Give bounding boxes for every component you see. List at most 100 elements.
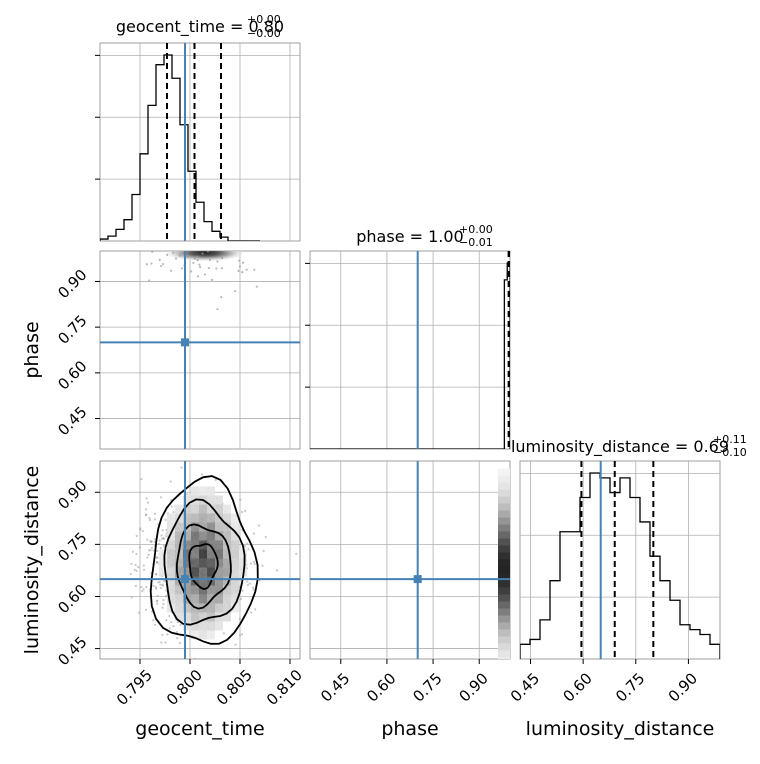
sample-point <box>239 498 242 501</box>
density-cell <box>239 558 247 568</box>
density-cell <box>199 630 207 640</box>
density-cell <box>223 513 231 523</box>
sample-point <box>147 549 151 552</box>
grid <box>310 251 510 449</box>
density-cell <box>183 549 191 559</box>
sample-point <box>162 602 165 606</box>
sample-point <box>252 560 256 563</box>
sample-point <box>245 268 248 271</box>
geocent-x-ticks: 0.795 0.800 0.805 0.810 <box>113 659 306 709</box>
sample-point <box>208 258 212 262</box>
density-cell <box>159 558 167 568</box>
sample-point <box>220 267 223 270</box>
density-cell <box>223 612 231 622</box>
density-cell <box>191 585 199 595</box>
density-cell <box>167 585 175 595</box>
density-cell <box>223 549 231 559</box>
density-cell <box>183 612 191 622</box>
posterior-samples <box>145 251 258 311</box>
sample-point <box>254 608 257 611</box>
density-cell <box>191 558 199 568</box>
density-cell <box>207 531 215 541</box>
sample-point <box>145 263 149 266</box>
sample-point <box>239 597 243 601</box>
distance-y-ticks: 0.45 0.60 0.75 0.90 <box>54 477 100 669</box>
tick-label: 0.75 <box>54 311 90 347</box>
density-cell <box>159 549 167 559</box>
sample-point <box>145 585 148 589</box>
truth-marker <box>413 575 422 584</box>
density-cell <box>498 482 510 490</box>
phase-y-ticks: 0.45 0.60 0.75 0.90 <box>54 266 100 439</box>
sample-point <box>158 580 161 584</box>
density-cell <box>175 585 183 595</box>
density-cell <box>207 549 215 559</box>
sample-point <box>178 254 181 257</box>
sample-point <box>157 542 160 546</box>
sample-point <box>156 556 159 560</box>
sample-point <box>158 258 161 261</box>
tick-label: 0.45 <box>317 669 353 705</box>
sample-point <box>153 518 157 521</box>
density-cell <box>231 549 239 559</box>
sample-point <box>154 586 158 589</box>
density-cell <box>498 531 510 539</box>
sample-point <box>196 255 199 258</box>
density-cell <box>231 531 239 541</box>
density-cell <box>191 531 199 541</box>
contour-line <box>149 475 259 645</box>
density-cell <box>199 486 207 496</box>
sample-point <box>166 633 169 636</box>
sample-point <box>241 589 244 592</box>
sample-point <box>145 514 148 517</box>
sample-point <box>159 496 163 499</box>
sample-point <box>154 623 157 626</box>
contours <box>149 475 259 645</box>
density-cell <box>175 603 183 613</box>
density-cell <box>215 540 223 550</box>
grid <box>310 461 510 659</box>
sample-point <box>148 279 151 282</box>
sample-point <box>162 536 165 540</box>
density-cell <box>498 510 510 518</box>
density-cell <box>223 522 231 532</box>
density-cell <box>183 495 191 505</box>
sample-point <box>172 625 175 628</box>
contour-line <box>175 523 232 610</box>
sample-point <box>146 538 149 541</box>
sample-point <box>137 611 141 614</box>
title-distance-minus: −0.10 <box>713 446 747 459</box>
sample-point <box>129 572 132 576</box>
sample-point <box>243 545 247 548</box>
sample-point <box>156 602 159 605</box>
sample-point <box>175 631 178 634</box>
density-cell <box>191 630 199 640</box>
tick-label: 0.90 <box>54 266 90 302</box>
sample-point <box>150 546 153 550</box>
sample-point <box>161 583 164 586</box>
sample-point <box>155 561 158 564</box>
sample-point <box>160 641 163 644</box>
density-cell <box>223 585 231 595</box>
tick-label: 0.805 <box>213 666 256 709</box>
title-distance-plus: +0.11 <box>713 433 747 446</box>
panel-hist-geocent-time: geocent_time = 0.80 +0.00 −0.00 <box>95 13 301 242</box>
density-cell <box>167 567 175 577</box>
sample-point <box>130 562 133 566</box>
density-grid <box>498 468 510 659</box>
tick-label: 0.60 <box>559 669 595 705</box>
density-cell <box>207 540 215 550</box>
panel-frame <box>519 460 721 660</box>
density-cell <box>498 566 510 574</box>
sample-point <box>176 636 179 640</box>
ylabel-luminosity-distance: luminosity_distance <box>21 466 43 655</box>
sample-point <box>151 251 154 253</box>
density-cell <box>498 545 510 553</box>
density-cell <box>498 559 510 567</box>
density-cell <box>215 576 223 586</box>
sample-point <box>161 633 164 636</box>
truth-marker <box>181 575 189 584</box>
tick-label: 0.800 <box>163 666 206 709</box>
sample-point <box>147 501 150 504</box>
sample-point <box>225 253 228 256</box>
